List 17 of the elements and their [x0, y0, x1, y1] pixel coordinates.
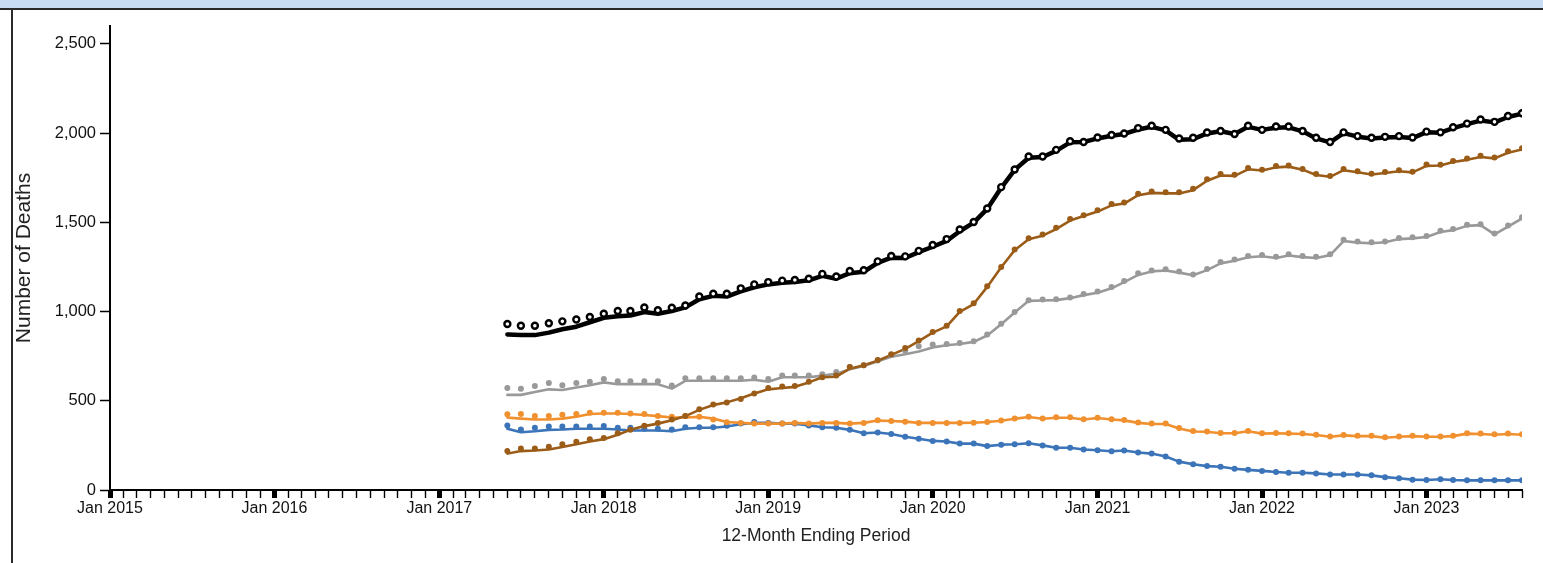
x-tick-label: Jan 2021 [1064, 499, 1131, 517]
y-tick-label: 0 [86, 479, 96, 498]
x-tick-label: Jan 2018 [570, 499, 637, 517]
x-tick-label: Jan 2015 [77, 499, 144, 517]
y-tick-label: 2,500 [54, 33, 96, 52]
x-tick-label: Jan 2020 [899, 499, 966, 517]
y-tick-label: 1,000 [54, 301, 96, 320]
x-tick-label: Jan 2017 [406, 499, 473, 517]
x-tick-label: Jan 2016 [241, 499, 308, 517]
x-tick-label: Jan 2023 [1393, 499, 1460, 517]
y-tick-label: 1,500 [54, 211, 96, 230]
y-axis-title: Number of Deaths [11, 172, 35, 344]
y-tick-label: 500 [68, 390, 96, 409]
y-tick-label: 2,000 [54, 122, 96, 141]
x-tick-label: Jan 2022 [1229, 499, 1296, 517]
x-tick-label: Jan 2019 [735, 499, 802, 517]
x-axis-title: 12-Month Ending Period [721, 525, 911, 546]
